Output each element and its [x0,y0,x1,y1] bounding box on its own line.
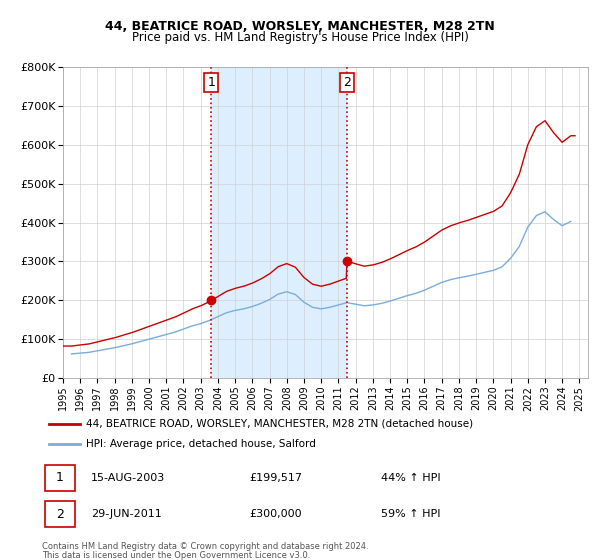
Bar [211,67,347,378]
FancyBboxPatch shape [45,465,75,491]
Text: 2: 2 [56,507,64,521]
Text: 1: 1 [56,471,64,484]
Text: 44, BEATRICE ROAD, WORSLEY, MANCHESTER, M28 2TN (detached house): 44, BEATRICE ROAD, WORSLEY, MANCHESTER, … [86,419,473,428]
Text: 59% ↑ HPI: 59% ↑ HPI [380,509,440,519]
Text: 2: 2 [343,76,351,89]
Text: Price paid vs. HM Land Registry's House Price Index (HPI): Price paid vs. HM Land Registry's House … [131,31,469,44]
Text: £300,000: £300,000 [250,509,302,519]
Text: Contains HM Land Registry data © Crown copyright and database right 2024.: Contains HM Land Registry data © Crown c… [42,542,368,550]
Text: This data is licensed under the Open Government Licence v3.0.: This data is licensed under the Open Gov… [42,551,310,560]
Text: 44% ↑ HPI: 44% ↑ HPI [380,473,440,483]
Text: 15-AUG-2003: 15-AUG-2003 [91,473,166,483]
Text: 1: 1 [208,76,215,89]
Text: 29-JUN-2011: 29-JUN-2011 [91,509,162,519]
Text: 44, BEATRICE ROAD, WORSLEY, MANCHESTER, M28 2TN: 44, BEATRICE ROAD, WORSLEY, MANCHESTER, … [105,20,495,32]
Text: £199,517: £199,517 [250,473,302,483]
FancyBboxPatch shape [45,501,75,527]
Text: HPI: Average price, detached house, Salford: HPI: Average price, detached house, Salf… [86,439,316,449]
